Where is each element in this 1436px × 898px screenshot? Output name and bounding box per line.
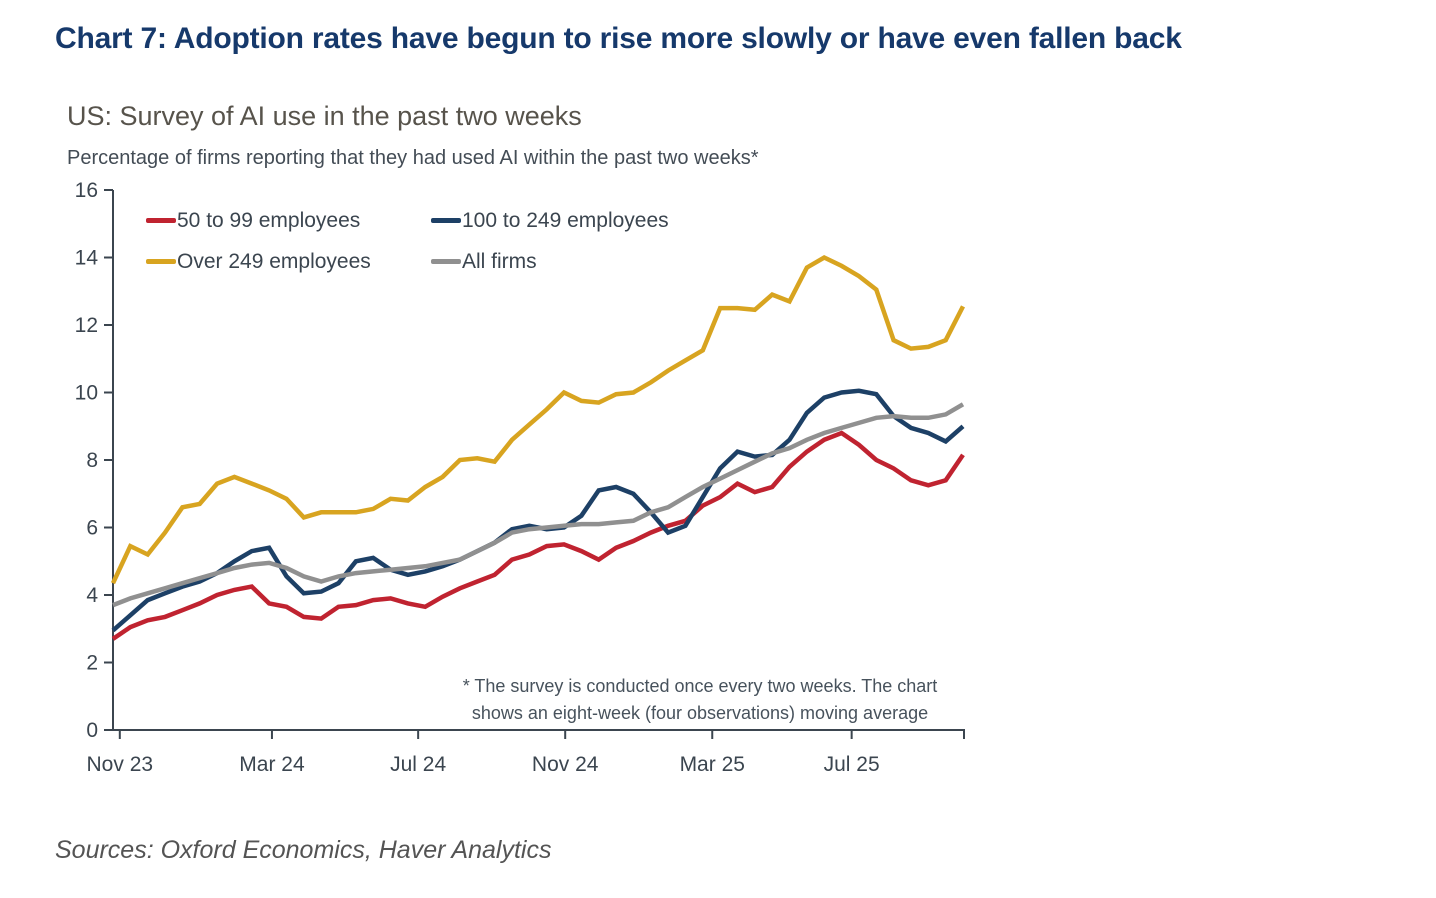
y-tick-label: 6 xyxy=(86,517,98,540)
legend-label: All firms xyxy=(462,249,537,273)
chart-footnote: * The survey is conducted once every two… xyxy=(430,673,970,727)
legend-label: Over 249 employees xyxy=(177,249,371,273)
y-tick-label: 4 xyxy=(86,584,98,607)
series-line-50-to-99-employees xyxy=(111,430,965,641)
y-axis-unit-note: Percentage of firms reporting that they … xyxy=(67,147,759,169)
x-tick-label: Nov 23 xyxy=(87,753,154,776)
legend-line-swatch-red xyxy=(146,218,176,223)
y-tick-label: 14 xyxy=(75,247,99,270)
series-line-100-to-249-employees xyxy=(111,388,965,633)
y-tick-label: 0 xyxy=(86,719,98,742)
x-tick-label: Jul 24 xyxy=(390,753,446,776)
footnote-line-2: shows an eight-week (four observations) … xyxy=(471,703,929,723)
legend-line-swatch-gray xyxy=(431,259,461,264)
y-tick-label: 16 xyxy=(75,179,98,202)
y-tick-label: 10 xyxy=(75,382,98,405)
series-line-all-firms xyxy=(112,402,965,608)
footnote-line-1: * The survey is conducted once every two… xyxy=(462,676,938,696)
x-tick-label: Mar 24 xyxy=(239,753,305,776)
y-tick-label: 12 xyxy=(75,314,98,337)
legend-label: 100 to 249 employees xyxy=(462,208,669,232)
legend-label: 50 to 99 employees xyxy=(177,208,361,232)
legend-line-swatch-gold xyxy=(146,259,176,264)
legend-item-over-249: Over 249 employees xyxy=(146,248,431,275)
y-tick-label: 2 xyxy=(86,652,98,675)
chart-legend: 50 to 99 employees 100 to 249 employees … xyxy=(146,207,669,275)
series-line-over-249-employees xyxy=(110,254,966,585)
x-tick-label: Mar 25 xyxy=(680,753,745,776)
legend-item-50-to-99: 50 to 99 employees xyxy=(146,207,431,234)
y-tick-label: 8 xyxy=(86,449,98,472)
x-tick-label: Nov 24 xyxy=(532,753,599,776)
chart-subtitle: US: Survey of AI use in the past two wee… xyxy=(67,101,582,131)
sources-note: Sources: Oxford Economics, Haver Analyti… xyxy=(55,836,552,864)
chart-title: Chart 7: Adoption rates have begun to ri… xyxy=(55,22,1182,55)
legend-line-swatch-navy xyxy=(431,218,461,223)
legend-item-all-firms: All firms xyxy=(431,248,669,275)
legend-item-100-to-249: 100 to 249 employees xyxy=(431,207,669,234)
x-tick-label: Jul 25 xyxy=(824,753,880,776)
